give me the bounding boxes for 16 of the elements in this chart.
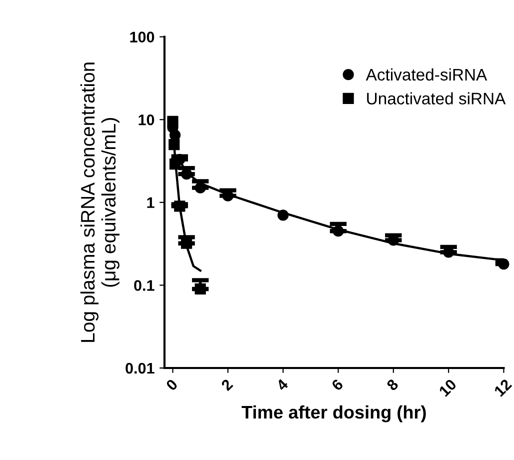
y-tick-label: 1 (147, 197, 154, 208)
x-tick-label: 0 (165, 378, 178, 392)
legend-label: Activated-siRNA (366, 68, 488, 81)
x-tick-label: 10 (438, 378, 458, 397)
y-axis-title: Log plasma siRNA concentration (μg equivalents/mL) (80, 62, 120, 342)
x-tick-label: 4 (276, 378, 289, 392)
x-tick-label: 6 (330, 378, 344, 392)
x-tick-label: 8 (386, 378, 399, 392)
y-tick-label: 0.01 (126, 362, 154, 374)
legend-label: Unactivated siRNA (367, 92, 506, 104)
y-tick-label: 10 (138, 114, 154, 126)
y-tick-label: 100 (130, 32, 154, 42)
x-tick-label: 12 (494, 378, 512, 397)
x-axis-title: Time after dosing (hr) (242, 405, 426, 422)
y-tick-label: 0.1 (134, 280, 154, 291)
x-tick-label: 2 (220, 378, 234, 392)
